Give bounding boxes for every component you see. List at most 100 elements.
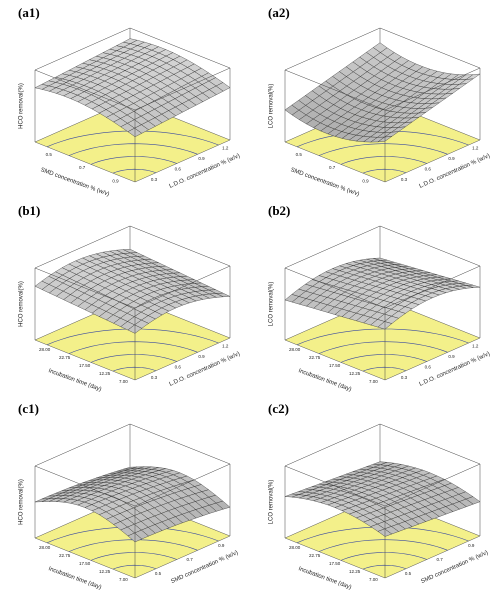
panel: (a1) 0.5 0.7 0.9 0.3 0.6 0.9 1.2 SMD concentrati… (18, 5, 241, 198)
panel: (c2) 28.00 22.75 17.50 12.25 7.00 0.5 0.7 0.9 Inc… (268, 401, 489, 591)
x-tick-label: 17.50 (329, 363, 341, 368)
y-tick-label: 0.6 (425, 166, 432, 171)
box-edge (134, 67, 231, 111)
contour (112, 168, 157, 174)
x-tick-label: 22.75 (59, 355, 71, 360)
y-tick-label: 0.9 (198, 354, 205, 359)
panel: (a2) 0.5 0.7 0.9 0.3 0.6 0.9 1.2 SMD concentrati… (268, 5, 491, 198)
panel: (b2) 28.00 22.75 17.50 12.25 7.00 0.3 0.6 0.9 1.2… (268, 203, 491, 393)
x-tick-label: 0.5 (46, 152, 53, 157)
x-tick-label: 22.75 (309, 355, 321, 360)
y-tick-label: 1.2 (222, 145, 229, 150)
x-tick-label: 0.9 (112, 179, 119, 184)
box-edge (34, 69, 136, 111)
box-edge (129, 27, 231, 69)
x-tick-label: 7.00 (119, 577, 128, 582)
x-tick-label: 7.00 (369, 379, 378, 384)
x-tick-label: 28.00 (289, 347, 301, 352)
contour (90, 156, 177, 165)
x-tick-label: 17.50 (329, 561, 341, 566)
x-tick-label: 12.25 (349, 371, 361, 376)
box-edge (284, 225, 381, 269)
contour (90, 552, 177, 561)
box-edge (379, 27, 481, 69)
box-edge (284, 423, 381, 467)
y-tick-label: 1.2 (222, 343, 229, 348)
contour (318, 341, 448, 354)
x-axis-label: SMD concentration % (w/v) (290, 167, 360, 198)
x-tick-label: 28.00 (39, 545, 51, 550)
panel-label: (b1) (18, 203, 40, 218)
box-edge (129, 423, 231, 465)
contour (318, 143, 448, 156)
box-edge (134, 265, 231, 309)
box-edge (384, 463, 481, 507)
box-edge (284, 27, 381, 71)
contour (296, 328, 469, 346)
contour (362, 366, 407, 372)
x-tick-label: 12.25 (99, 371, 111, 376)
contour (68, 143, 198, 156)
panel-label: (c1) (18, 401, 39, 416)
contour (90, 354, 177, 363)
y-tick-label: 0.9 (198, 156, 205, 161)
box-edge (34, 225, 131, 269)
contour (68, 341, 198, 354)
box-edge (129, 225, 231, 267)
box-edge (379, 423, 481, 465)
contour (112, 564, 157, 570)
box-edge (384, 265, 481, 309)
x-tick-label: 28.00 (39, 347, 51, 352)
x-tick-label: 28.00 (289, 545, 301, 550)
box-edge (284, 465, 386, 507)
panel-label: (b2) (268, 203, 290, 218)
contour (340, 552, 427, 561)
x-tick-label: 17.50 (79, 561, 91, 566)
box-edge (284, 267, 386, 309)
contour (340, 354, 427, 363)
y-tick-label: 0.5 (155, 571, 162, 576)
z-axis-label: HCO removal(%) (19, 83, 25, 129)
box-edge (134, 463, 231, 507)
y-tick-label: 0.9 (218, 543, 225, 548)
y-tick-label: 0.9 (448, 354, 455, 359)
y-tick-label: 0.6 (175, 166, 182, 171)
x-tick-label: 22.75 (59, 553, 71, 558)
panel-label: (c2) (268, 401, 289, 416)
y-tick-label: 0.3 (151, 375, 158, 380)
x-axis-label: Incubation time (day) (47, 368, 102, 393)
contour (318, 539, 448, 552)
x-tick-label: 17.50 (79, 363, 91, 368)
panel-label: (a1) (18, 5, 40, 20)
box-edge (384, 67, 481, 111)
y-tick-label: 0.6 (425, 364, 432, 369)
box-edge (34, 423, 131, 467)
box-edge (34, 27, 131, 71)
x-tick-label: 12.25 (349, 569, 361, 574)
y-tick-label: 0.6 (175, 364, 182, 369)
contour (362, 564, 407, 570)
z-axis-label: LCO removal(%) (269, 480, 275, 525)
y-tick-label: 1.2 (472, 145, 479, 150)
x-tick-label: 12.25 (99, 569, 111, 574)
x-tick-label: 0.9 (362, 179, 369, 184)
x-tick-label: 0.5 (296, 152, 303, 157)
y-tick-label: 0.3 (401, 177, 408, 182)
y-tick-label: 0.3 (401, 375, 408, 380)
panel: (c1) 28.00 22.75 17.50 12.25 7.00 0.5 0.7 0.9 Inc… (18, 401, 239, 591)
x-tick-label: 7.00 (119, 379, 128, 384)
panel: (b1) 28.00 22.75 17.50 12.25 7.00 0.3 0.6 0.9 1.2… (18, 203, 241, 393)
y-tick-label: 1.2 (472, 343, 479, 348)
x-tick-label: 22.75 (309, 553, 321, 558)
x-axis-label: SMD concentration % (w/v) (40, 167, 110, 198)
x-tick-label: 0.7 (329, 165, 336, 170)
contour (362, 168, 407, 174)
y-tick-label: 0.9 (448, 156, 455, 161)
contour (340, 156, 427, 165)
z-axis-label: LCO removal(%) (269, 84, 275, 129)
x-axis-label: Incubation time (day) (297, 566, 352, 591)
y-tick-label: 0.7 (187, 557, 194, 562)
x-axis-label: Incubation time (day) (47, 566, 102, 591)
box-edge (379, 225, 481, 267)
